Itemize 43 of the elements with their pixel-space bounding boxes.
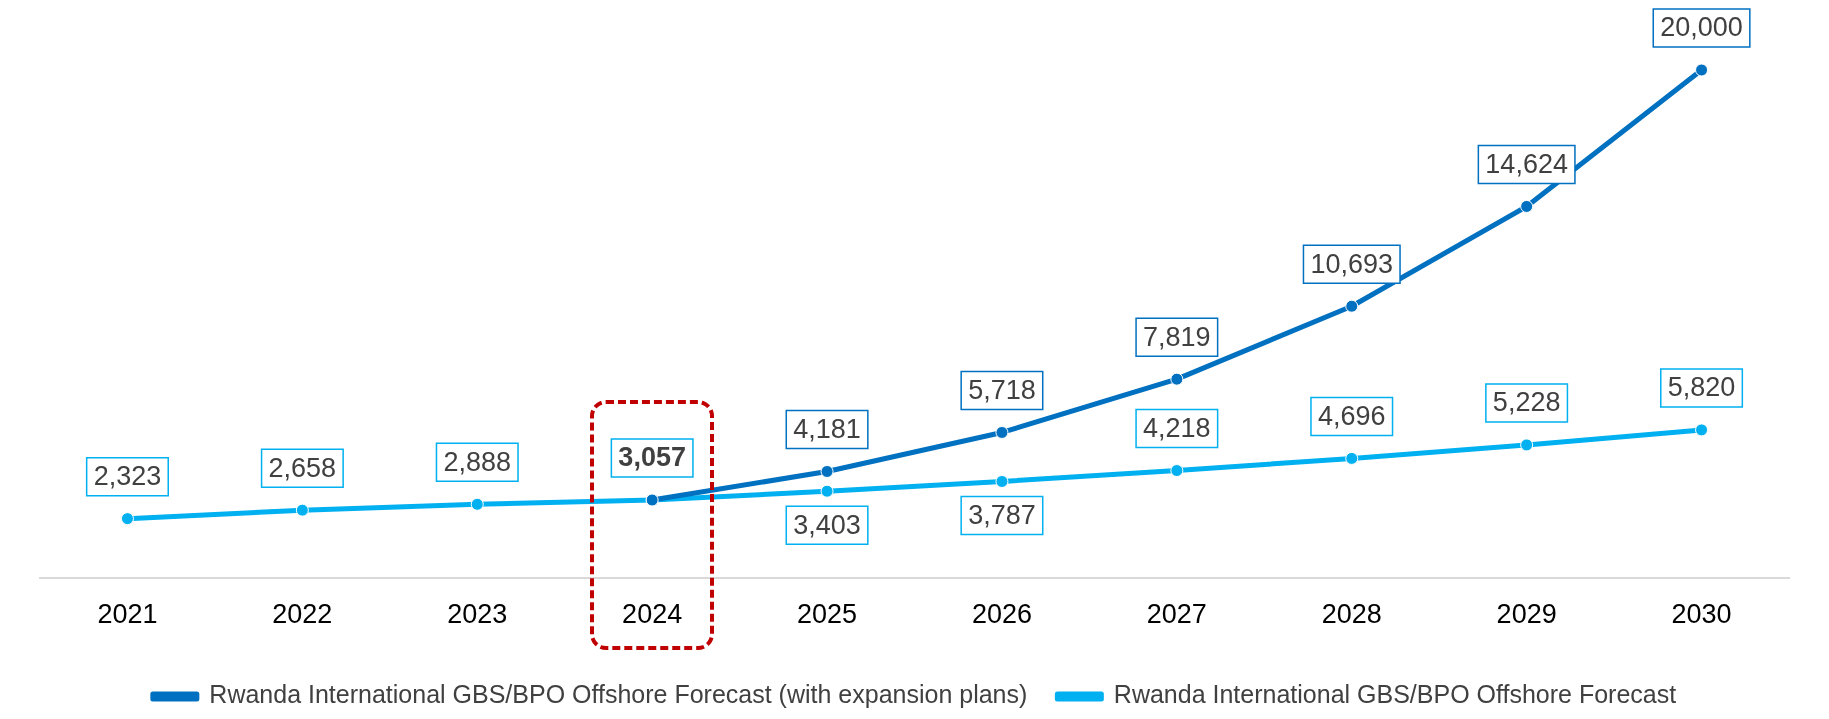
data-label: 2,888: [443, 446, 512, 477]
data-label: 5,228: [1492, 387, 1561, 418]
x-tick-label: 2023: [447, 599, 508, 630]
data-label: 5,718: [968, 374, 1036, 405]
x-tick-label: 2024: [622, 599, 683, 630]
data-label: 5,820: [1667, 372, 1736, 403]
data-label: 3,787: [968, 499, 1036, 530]
point: [1520, 438, 1534, 452]
data-label: 2,658: [268, 452, 337, 483]
point: [1695, 423, 1709, 437]
data-label: 4,696: [1317, 400, 1386, 431]
x-tick-label: 2025: [797, 599, 858, 630]
point: [470, 497, 484, 511]
data-label: 7,819: [1143, 321, 1211, 352]
x-tick-label: 2029: [1496, 599, 1557, 630]
data-label: 4,181: [793, 413, 861, 444]
data-label: 3,057: [618, 442, 686, 473]
legend-label: Rwanda International GBS/BPO Offshore Forecast (with expansion plans): [209, 680, 1028, 709]
x-tick-label: 2022: [272, 599, 333, 630]
point: [1345, 451, 1359, 465]
data-label: 2,323: [93, 461, 162, 492]
point: [1170, 464, 1184, 478]
x-tick-label: 2026: [971, 599, 1032, 630]
x-tick-label: 2028: [1321, 599, 1382, 630]
point: [1695, 63, 1709, 77]
point: [820, 484, 834, 498]
point: [120, 512, 134, 526]
point: [295, 503, 309, 517]
legend-label: Rwanda International GBS/BPO Offshore Forecast: [1113, 680, 1677, 709]
point: [995, 474, 1009, 488]
point: [1170, 372, 1184, 386]
point: [1345, 299, 1359, 313]
data-label: 14,624: [1485, 148, 1568, 179]
data-label: 4,218: [1143, 413, 1211, 443]
x-tick-label: 2027: [1146, 599, 1207, 630]
data-label: 10,693: [1310, 248, 1394, 279]
x-tick-label: 2030: [1671, 599, 1732, 630]
point: [1520, 199, 1534, 213]
data-label: 3,403: [793, 509, 861, 540]
data-label: 20,000: [1660, 12, 1743, 43]
point: [995, 425, 1009, 439]
x-tick-label: 2021: [97, 599, 158, 630]
point: [820, 464, 834, 478]
